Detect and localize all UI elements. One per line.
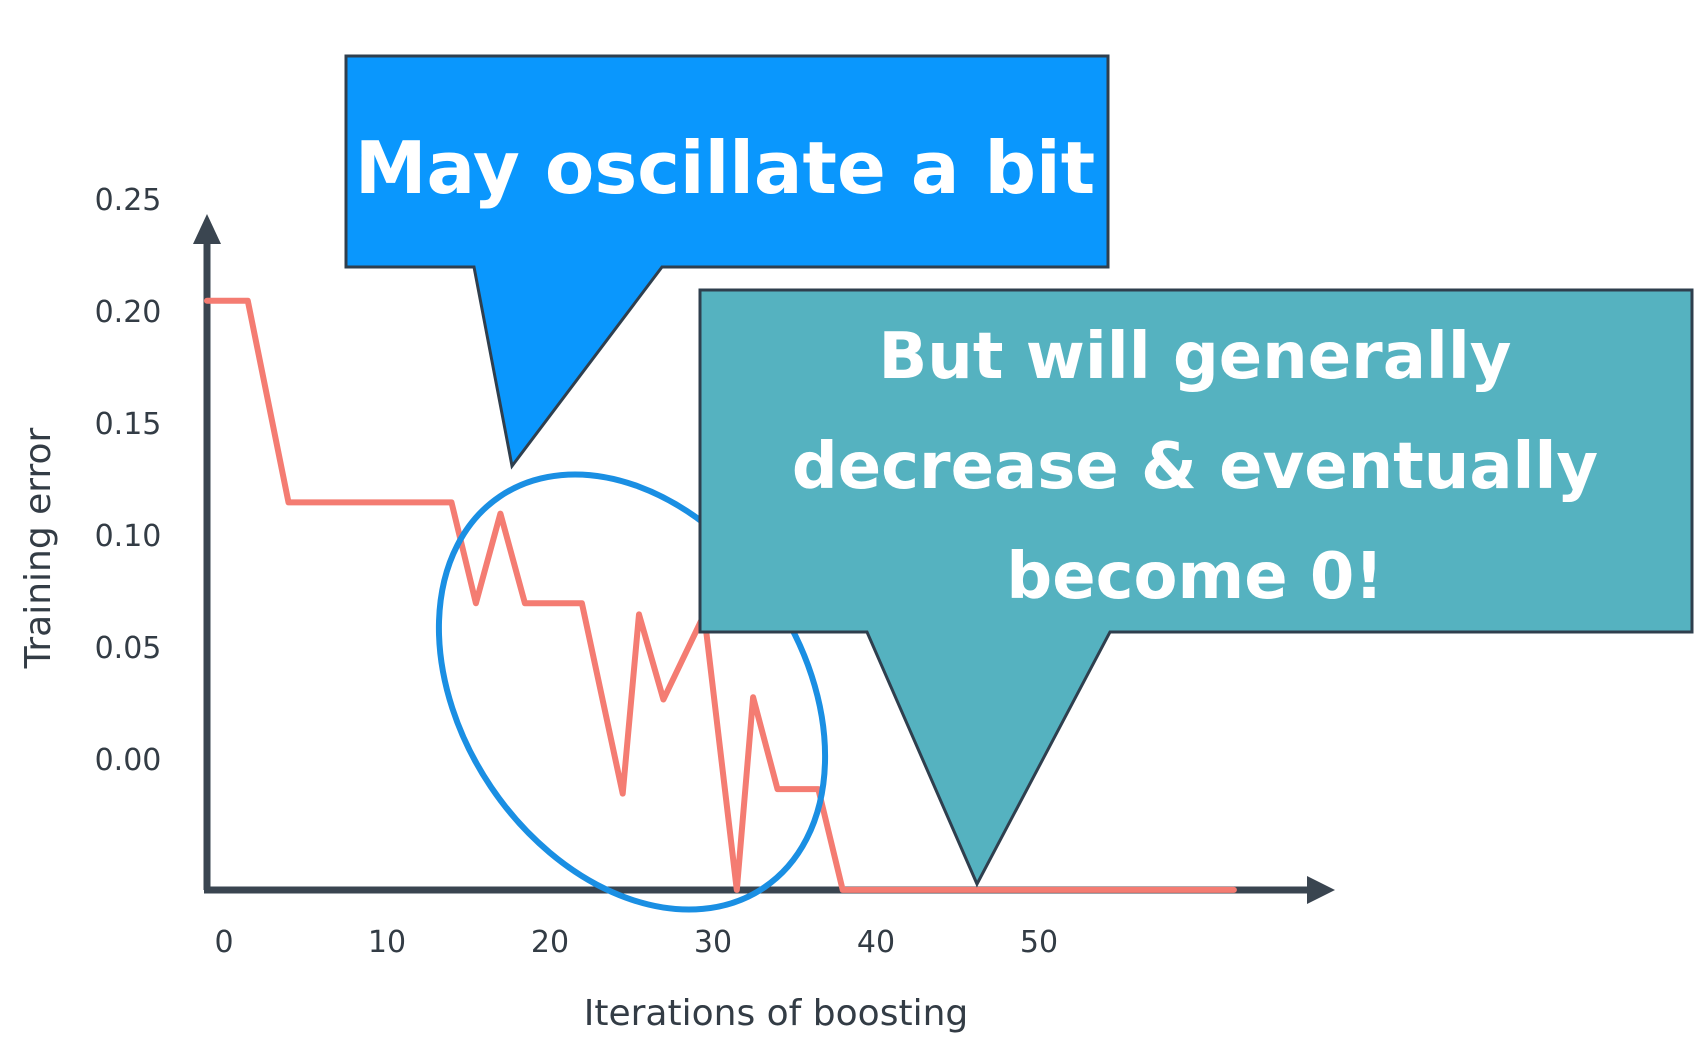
x-tick-label: 50 (1020, 925, 1058, 960)
y-tick-label: 0.00 (95, 743, 162, 778)
y-axis-title: Training error (18, 427, 59, 669)
x-axis-arrow-icon (1307, 876, 1335, 904)
callout-decrease-text: But will generally (879, 320, 1512, 394)
callout-oscillate-shape (344, 54, 1110, 470)
y-axis-arrow-icon (193, 214, 221, 244)
y-tick-label: 0.05 (95, 631, 162, 666)
x-tick-label: 0 (214, 925, 233, 960)
x-tick-label: 20 (531, 925, 569, 960)
y-tick-label: 0.20 (95, 295, 162, 330)
training-error-line (204, 297, 1237, 893)
callout-decrease-text: decrease & eventually (792, 430, 1598, 504)
callout-oscillate-text: May oscillate a bit (355, 126, 1095, 210)
x-axis-title: Iterations of boosting (584, 993, 969, 1034)
callout-decrease-shape (698, 288, 1694, 888)
x-tick-label: 30 (694, 925, 732, 960)
y-tick-label: 0.10 (95, 519, 162, 554)
y-tick-label: 0.15 (95, 407, 162, 442)
callout-decrease-text: become 0! (1006, 540, 1383, 614)
x-tick-label: 40 (857, 925, 895, 960)
x-tick-label: 10 (368, 925, 406, 960)
y-tick-label: 0.25 (95, 183, 162, 218)
